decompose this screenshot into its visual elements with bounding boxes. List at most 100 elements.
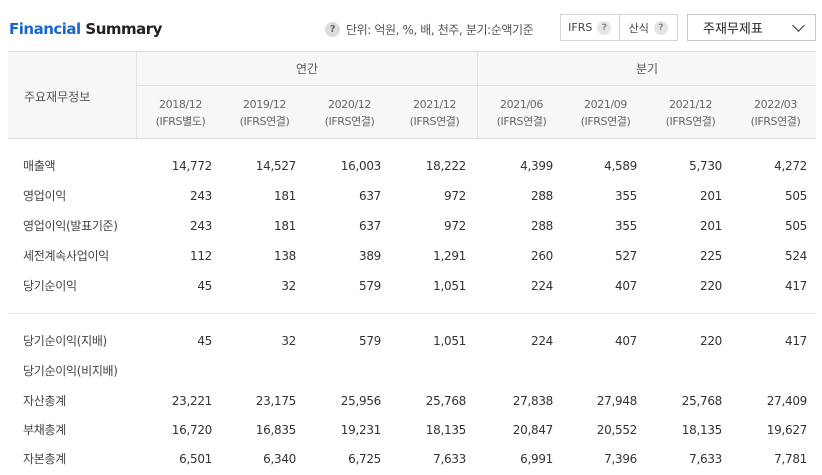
table-cell: 505 [784,189,807,203]
period-basis: (IFRS연결) [580,115,631,128]
table-cell: 25,956 [340,394,382,408]
table-cell: 14,527 [255,159,297,173]
table-cell: 417 [784,334,807,348]
unit-text: 단위: 억원, %, 배, 천주, 분기:순액기준 [346,22,534,37]
period-basis: (IFRS연결) [665,115,716,128]
period-header: 2020/12 (IFRS연결) [307,86,392,140]
table-cell: 32 [281,334,296,348]
ifrs-help-icon[interactable]: ? [597,20,612,35]
table-cell: 407 [614,279,637,293]
table-cell: 138 [273,249,296,263]
table-cell: 18,222 [425,159,467,173]
table-cell: 25,768 [681,394,723,408]
row-group-divider [8,313,816,314]
table-cell: 7,633 [433,452,466,466]
period-basis: (IFRS연결) [324,115,375,128]
ifrs-toggle-button[interactable]: IFRS ? [561,15,619,40]
table-cell: 16,720 [171,423,213,437]
period-date: 2021/06 [500,98,543,111]
table-row: 당기순이익(비지배) [8,356,816,386]
title-financial: Financial [9,20,81,38]
table-cell: 1,291 [433,249,466,263]
period-header: 2018/12 (IFRS별도) [138,86,223,140]
table-cell: 1,051 [433,334,466,348]
table-cell: 637 [358,189,381,203]
row-label: 당기순이익(지배) [23,334,107,348]
table-cell: 201 [699,219,722,233]
table-cell: 524 [784,249,807,263]
period-basis: (IFRS연결) [496,115,547,128]
table-cell: 224 [530,334,553,348]
table-cell: 243 [189,189,212,203]
table-cell: 181 [273,219,296,233]
help-icon[interactable]: ? [325,21,340,37]
row-label: 자본총계 [23,452,66,466]
table-cell: 20,552 [596,423,638,437]
period-date: 2018/12 [159,98,202,111]
table-cell: 23,221 [171,394,213,408]
period-header: 2021/09 (IFRS연결) [563,86,648,140]
table-row: 세전계속사업이익 112 138 389 1,291 260 527 225 524 [8,241,816,271]
table-cell: 972 [443,219,466,233]
table-cell: 225 [699,249,722,263]
table-cell: 25,768 [425,394,467,408]
row-label: 매출액 [23,159,56,173]
period-basis: (IFRS별도) [155,115,206,128]
table-cell: 1,051 [433,279,466,293]
formula-toggle-button[interactable]: 산식 ? [618,15,678,40]
period-date: 2019/12 [243,98,286,111]
table-cell: 637 [358,219,381,233]
table-cell: 288 [530,189,553,203]
annual-group-header: 연간 [137,52,477,86]
section-title: Financial Summary [9,20,162,38]
table-cell: 27,838 [512,394,554,408]
table-cell: 7,633 [689,452,722,466]
table-row: 자본총계 6,501 6,340 6,725 7,633 6,991 7,396 7,633 7… [8,444,816,474]
summary-header: Financial Summary ? 단위: 억원, %, 배, 천주, 분기… [0,0,822,52]
table-cell: 19,231 [340,423,382,437]
table-cell: 18,135 [425,423,467,437]
period-header: 2021/06 (IFRS연결) [479,86,564,140]
table-cell: 260 [530,249,553,263]
table-header: 주요재무정보 연간 분기 2018/12 (IFRS별도) 2019/12 (IFRS… [8,51,816,140]
table-cell: 417 [784,279,807,293]
table-cell: 220 [699,334,722,348]
row-label: 세전계속사업이익 [23,249,109,263]
table-cell: 6,991 [520,452,553,466]
row-label: 영업이익(발표기준) [23,219,118,233]
period-date: 2021/09 [584,98,627,111]
formula-label: 산식 [628,21,649,35]
table-cell: 7,781 [774,452,807,466]
table-cell: 16,835 [255,423,297,437]
label-column-header: 주요재무정보 [24,89,91,104]
table-cell: 18,135 [681,423,723,437]
table-cell: 6,340 [263,452,296,466]
table-cell: 7,396 [604,452,637,466]
table-cell: 16,003 [340,159,382,173]
table-cell: 355 [614,219,637,233]
table-cell: 20,847 [512,423,554,437]
statement-type-select[interactable]: 주재무제표 [687,14,816,41]
table-cell: 505 [784,219,807,233]
chevron-down-icon [792,19,805,32]
table-cell: 579 [358,334,381,348]
table-cell: 4,399 [520,159,553,173]
table-cell: 6,725 [348,452,381,466]
table-cell: 32 [281,279,296,293]
row-label: 부채총계 [23,423,66,437]
formula-help-icon[interactable]: ? [653,20,668,35]
ifrs-label: IFRS [568,21,593,34]
period-basis: (IFRS연결) [239,115,290,128]
table-cell: 19,627 [766,423,808,437]
table-cell: 220 [699,279,722,293]
table-cell: 972 [443,189,466,203]
table-row: 당기순이익 45 32 579 1,051 224 407 220 417 [8,271,816,301]
table-row: 매출액 14,772 14,527 16,003 18,222 4,399 4,589 5,7… [8,151,816,181]
table-cell: 355 [614,189,637,203]
table-cell: 6,501 [179,452,212,466]
table-cell: 407 [614,334,637,348]
quarter-group-header: 분기 [478,52,816,86]
table-cell: 45 [197,279,212,293]
row-label: 당기순이익(비지배) [23,364,118,378]
table-cell: 224 [530,279,553,293]
